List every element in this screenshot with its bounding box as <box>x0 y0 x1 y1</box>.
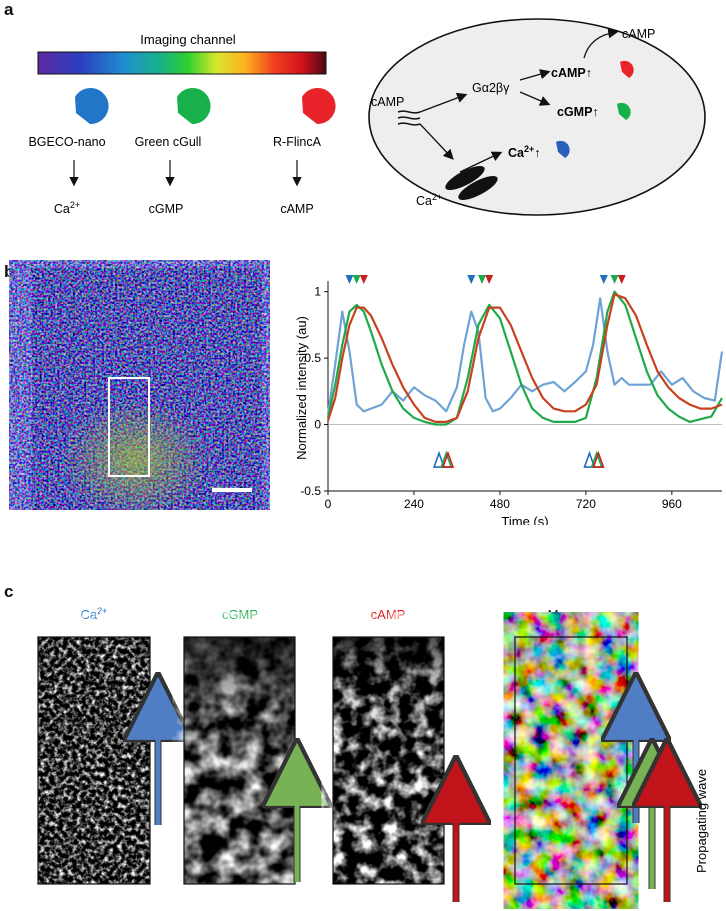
cell-body <box>368 18 706 216</box>
label-merge: Merge <box>548 607 585 622</box>
cgull-sensor-icon <box>177 88 211 125</box>
panel-label-a: a <box>4 0 14 19</box>
sensor-target-cgmp: cGMP <box>149 202 184 216</box>
cgmp-sensor-icon <box>617 102 631 120</box>
ca-sensor-icon <box>556 140 570 158</box>
peak-marker-4 <box>478 275 487 284</box>
camp-secreted: cAMP <box>622 27 655 41</box>
peak-marker-1 <box>352 275 361 284</box>
bgeco-sensor-icon <box>75 88 109 125</box>
camp-sensor-icon <box>620 60 634 78</box>
trough-marker-3 <box>583 450 596 468</box>
x-tick-label: 0 <box>325 497 332 511</box>
camp-extracellular: cAMP <box>371 95 404 109</box>
flinca-sensor-icon <box>302 88 336 125</box>
colorbar <box>37 51 327 75</box>
sensor-name-cgull: Green cGull <box>135 135 202 149</box>
micrograph-merge-b <box>32 268 262 510</box>
colorbar-label: Imaging channel <box>140 32 236 47</box>
y-tick-label: -0.5 <box>300 484 321 498</box>
x-tick-label: 480 <box>490 497 510 511</box>
trough-marker-2 <box>441 450 455 468</box>
ca-extracellular: Ca2+ <box>416 192 442 208</box>
ca-up-label: Ca2+↑ <box>508 144 541 160</box>
y-tick-label: 0.5 <box>304 351 321 365</box>
x-tick-label: 240 <box>404 497 424 511</box>
y-tick-label: 0 <box>314 418 321 432</box>
image-ca <box>37 636 151 885</box>
sensor-target-camp: cAMP <box>280 202 313 216</box>
peak-marker-0 <box>345 275 354 284</box>
peak-marker-8 <box>617 275 626 284</box>
panel-label-c: c <box>4 582 14 601</box>
peak-marker-5 <box>485 275 494 284</box>
intensity-chart: 0 240 480 720 960 -0.5 0 0.5 1 Time (s) Normaliz… <box>294 275 724 525</box>
roi-box <box>108 377 150 477</box>
panel-c: Ca2+ cGMP cAMP Merge Propagating wave <box>37 606 709 902</box>
series-line-0 <box>326 297 724 415</box>
ca-channel-icon <box>445 165 485 191</box>
receptor-icon <box>397 110 421 126</box>
panel-a: Imaging channel BGECO-nano Ca2+ Green cG… <box>28 18 706 216</box>
series-line-2 <box>326 293 723 423</box>
sensor-name-bgeco: BGECO-nano <box>28 135 105 149</box>
image-merge <box>514 636 628 885</box>
label-cgmp: cGMP <box>222 607 258 622</box>
label-camp: cAMP <box>371 607 406 622</box>
image-cgmp <box>183 636 296 885</box>
trough-marker-0 <box>432 450 446 468</box>
propagating-wave-label: Propagating wave <box>694 769 709 873</box>
x-axis-label: Time (s) <box>501 514 548 525</box>
y-tick-label: 1 <box>314 285 321 299</box>
sensor-name-flinca: R-FlincA <box>273 135 322 149</box>
scale-bar <box>212 488 252 492</box>
peak-marker-6 <box>599 275 608 284</box>
trough-marker-5 <box>592 450 605 468</box>
x-tick-label: 960 <box>662 497 682 511</box>
peak-marker-7 <box>610 275 619 284</box>
peak-marker-2 <box>359 275 368 284</box>
camp-up-label: cAMP↑ <box>551 66 592 80</box>
series-line-1 <box>326 290 723 426</box>
peak-marker-3 <box>467 275 476 284</box>
g-protein-label: Gα2βγ <box>472 81 510 95</box>
sensor-target-ca: Ca2+ <box>54 200 80 216</box>
cgmp-up-label: cGMP↑ <box>557 105 599 119</box>
image-camp <box>332 636 445 885</box>
y-axis-label: Normalized intensity (au) <box>294 316 309 460</box>
label-ca: Ca2+ <box>81 606 108 622</box>
panel-label-b: b <box>4 262 15 281</box>
x-tick-label: 720 <box>576 497 596 511</box>
